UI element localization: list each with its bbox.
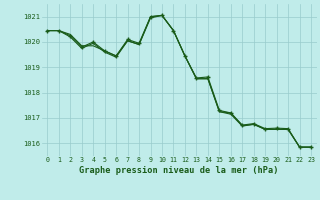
X-axis label: Graphe pression niveau de la mer (hPa): Graphe pression niveau de la mer (hPa) [79, 166, 279, 175]
